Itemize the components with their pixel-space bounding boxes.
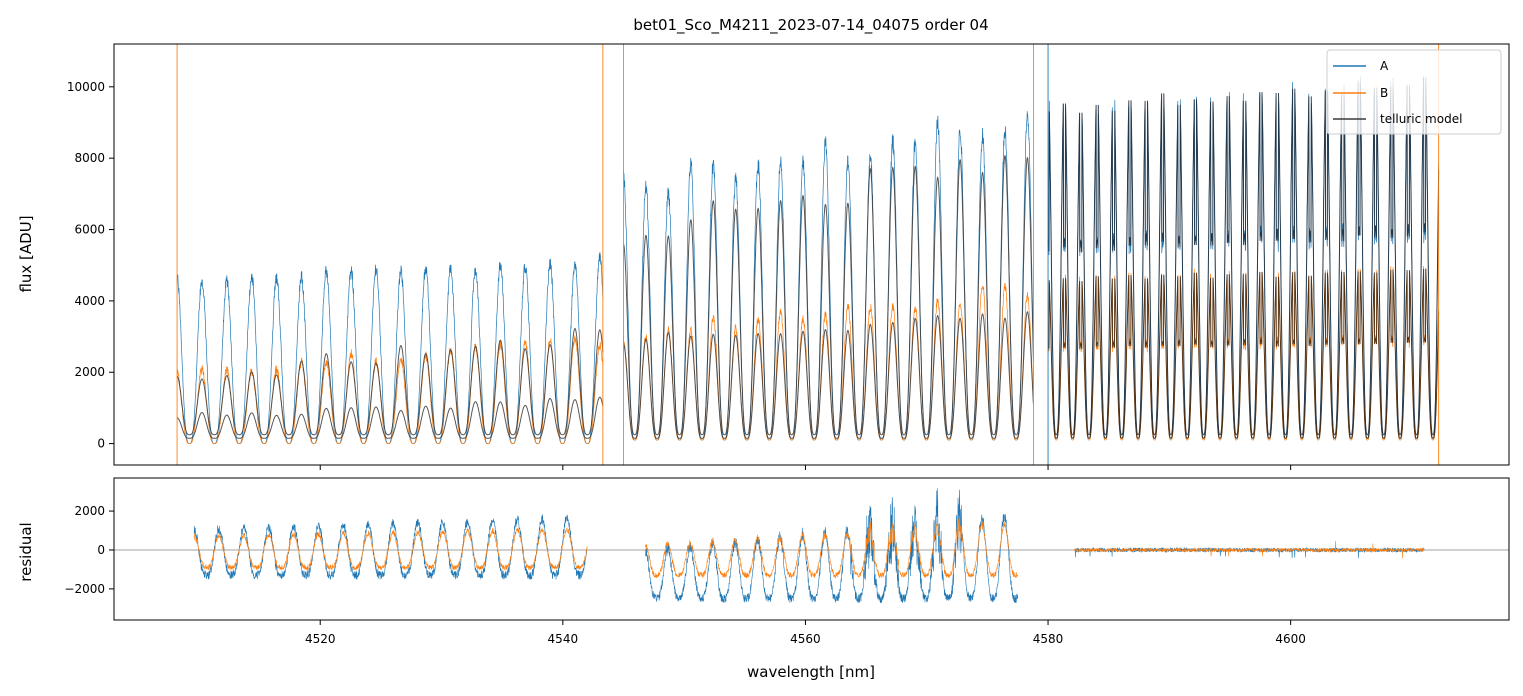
residual-x-tick-label: 4580: [1033, 632, 1064, 646]
residual-y-ticks: −2000 0 2000: [64, 504, 114, 596]
telluric-model-line: [623, 155, 1034, 436]
flux-y-tick-label: 6000: [74, 223, 105, 237]
residual-plot-area: [114, 488, 1509, 603]
residual-x-tick-label: 4600: [1275, 632, 1306, 646]
residual-B-line: [1074, 540, 1425, 559]
flux-panel-frame: [113, 43, 1510, 466]
residual-panel-frame: [113, 477, 1510, 621]
telluric-model-line: [176, 327, 604, 436]
flux-y-tick-label: 10000: [67, 80, 105, 94]
flux-y-ticks: 0 2000 4000 6000 8000 10000: [67, 80, 114, 451]
legend-box: [1326, 49, 1502, 135]
residual-x-tick-label: 4540: [548, 632, 579, 646]
x-axis-label: wavelength [nm]: [747, 663, 875, 681]
residual-y-tick-label: 0: [97, 543, 105, 557]
telluric-model-line: [1047, 268, 1440, 439]
legend-label-B: B: [1380, 86, 1388, 100]
residual-x-tick-label: 4560: [790, 632, 821, 646]
flux-plot-area: [176, 44, 1440, 465]
flux-panel: 0 2000 4000 6000 8000 10000 flux [ADU] A B te…: [17, 43, 1510, 470]
telluric-model-line: [177, 396, 604, 439]
telluric-model-line: [623, 311, 1034, 439]
flux-y-tick-label: 2000: [74, 365, 105, 379]
residual-y-axis-label: residual: [17, 522, 35, 581]
residual-y-tick-label: 2000: [74, 504, 105, 518]
telluric-model-line: [1047, 77, 1440, 436]
residual-B-line: [645, 516, 1018, 579]
residual-x-tick-label: 4520: [305, 632, 336, 646]
flux-y-axis-label: flux [ADU]: [17, 215, 35, 292]
residual-panel: −2000 0 2000 4520 4540 4560 4580 4600 residual…: [17, 477, 1510, 681]
legend: A B telluric model: [1326, 49, 1502, 135]
legend-label-telluric: telluric model: [1380, 112, 1462, 126]
flux-y-tick-label: 0: [97, 437, 105, 451]
flux-y-tick-label: 8000: [74, 151, 105, 165]
residual-B-line: [193, 527, 588, 571]
residual-y-tick-label: −2000: [64, 582, 105, 596]
residual-A-line: [645, 488, 1018, 603]
residual-x-ticks: 4520 4540 4560 4580 4600: [305, 620, 1306, 646]
legend-label-A: A: [1380, 59, 1389, 73]
residual-A-line: [193, 514, 588, 580]
flux-x-ticks: [319, 465, 1292, 470]
flux-y-tick-label: 4000: [74, 294, 105, 308]
chart-title: bet01_Sco_M4211_2023-07-14_04075 order 0…: [633, 16, 988, 35]
